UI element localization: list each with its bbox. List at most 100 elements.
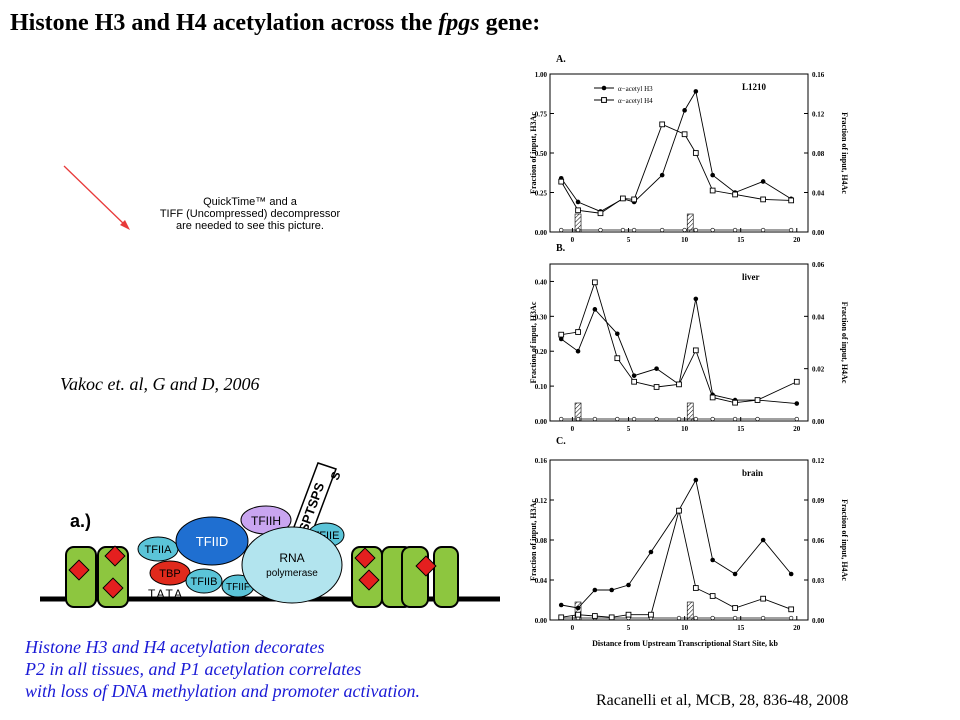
y-axis-label: Fraction of input, H3Ac [529, 301, 538, 383]
rna-polymerase: RNA polymerase [241, 526, 343, 604]
control-point [676, 615, 682, 621]
data-point-h4 [754, 397, 761, 403]
control-point [693, 615, 698, 621]
control-point [632, 416, 637, 422]
data-point-h3 [648, 549, 654, 555]
plot-frame [549, 263, 809, 422]
y2-tick-label: 0.09 [812, 497, 825, 505]
data-point-h4 [692, 585, 699, 591]
data-point-h4 [631, 196, 637, 203]
caption: Histone H3 and H4 acetylation decorates … [25, 637, 420, 701]
data-point-h3 [592, 587, 598, 593]
y-tick-label: 0.25 [535, 190, 548, 198]
data-point-h4 [732, 605, 738, 611]
svg-text:TFIIF: TFIIF [226, 582, 250, 593]
tissue-label: L1210 [742, 82, 767, 92]
data-point-h4 [659, 121, 666, 128]
data-point-h4 [558, 614, 565, 621]
control-point [693, 227, 698, 233]
control-point [559, 227, 564, 233]
panel-label: B. [556, 243, 566, 254]
y-tick-label: 0.04 [535, 577, 548, 585]
svg-text:TFIIB: TFIIB [191, 576, 218, 588]
y2-tick-label: 0.08 [812, 150, 825, 158]
panel-label: C. [556, 436, 566, 447]
x-tick-label: 20 [793, 425, 801, 433]
control-point [794, 416, 799, 422]
legend-marker [601, 85, 607, 91]
tata-label: TATA [148, 587, 184, 601]
control-point [789, 227, 794, 233]
control-point [710, 227, 715, 233]
x-axis-label: Distance from Upstream Transcriptional S… [592, 639, 778, 648]
data-point-h3 [626, 582, 631, 588]
data-point-h4 [592, 279, 598, 286]
y-tick-label: 1.00 [535, 71, 548, 79]
data-point-h4 [709, 187, 716, 194]
data-point-h3 [592, 307, 598, 312]
data-point-h4 [709, 593, 716, 599]
y-tick-label: 0.40 [535, 278, 548, 286]
data-point-h3 [693, 89, 699, 94]
panel-label: A. [556, 54, 566, 65]
svg-text:polymerase: polymerase [266, 568, 318, 579]
svg-text:TFIIH: TFIIH [251, 514, 281, 528]
svg-text:TFIIA: TFIIA [145, 544, 173, 556]
control-point [632, 227, 637, 233]
y2-tick-label: 0.02 [812, 366, 825, 374]
series-line [561, 280, 797, 404]
y2-tick-label: 0.06 [812, 261, 825, 269]
tfiib: TFIIB [185, 568, 223, 594]
data-point-h3 [659, 172, 665, 178]
data-point-h3 [760, 537, 766, 543]
citation-racanelli: Racanelli et al, MCB, 28, 836-48, 2008 [596, 692, 849, 709]
x-tick-label: 20 [793, 236, 801, 244]
x-tick-label: 5 [627, 236, 631, 244]
control-point [755, 416, 760, 422]
data-point-h3 [794, 401, 800, 406]
y2-tick-label: 0.00 [812, 617, 825, 625]
series-line [561, 478, 792, 609]
data-point-h4 [760, 595, 766, 602]
control-point [615, 416, 620, 422]
control-bar [686, 213, 694, 233]
data-point-h3 [558, 336, 564, 342]
x-tick-label: 0 [571, 425, 575, 433]
x-tick-label: 10 [681, 236, 689, 244]
data-point-h4 [760, 196, 766, 203]
control-point [761, 227, 766, 233]
data-point-h4 [575, 611, 581, 618]
series-line [560, 123, 792, 214]
y-tick-label: 0.20 [535, 348, 548, 356]
acetylation-charts: A. L1210 0.00 0.25 0.50 0.75 1.00 0.00 0.04 0.08 0… [529, 54, 849, 648]
svg-text:TBP: TBP [159, 568, 180, 580]
y-tick-label: 0.75 [535, 111, 548, 119]
series-line [560, 298, 797, 405]
citation-vakoc: Vakoc et. al, G and D, 2006 [60, 374, 260, 394]
series-line [561, 510, 792, 618]
data-point-h3 [760, 179, 766, 184]
acetyl-mark-diamonds [68, 545, 437, 599]
promoter-diagram: a.) YSPTSPS S TFIIH TFIIE TFIIA [40, 462, 500, 608]
data-point-h4 [558, 178, 565, 185]
data-point-h4 [592, 613, 598, 619]
tfiia: TFIIA [137, 536, 179, 562]
y2-tick-label: 0.00 [812, 229, 825, 237]
y2-axis-label: Fraction of input, H4Ac [840, 112, 849, 194]
y-tick-label: 0.30 [535, 313, 548, 321]
data-point-h3 [575, 199, 581, 205]
control-point [559, 416, 564, 422]
data-point-h4 [692, 150, 699, 156]
data-point-h4 [625, 611, 632, 618]
x-tick-label: 0 [571, 236, 575, 244]
data-point-h3 [609, 587, 614, 593]
x-tick-label: 10 [681, 624, 689, 632]
control-point [761, 615, 766, 621]
red-arrow [63, 165, 130, 230]
diagram-panel-label: a.) [70, 511, 91, 531]
data-point-h4 [575, 207, 581, 214]
data-point-h3 [575, 348, 581, 354]
y-tick-label: 0.50 [535, 150, 548, 158]
quicktime-placeholder: QuickTime™ and a TIFF (Uncompressed) dec… [159, 196, 341, 232]
plot-frame [549, 73, 809, 233]
